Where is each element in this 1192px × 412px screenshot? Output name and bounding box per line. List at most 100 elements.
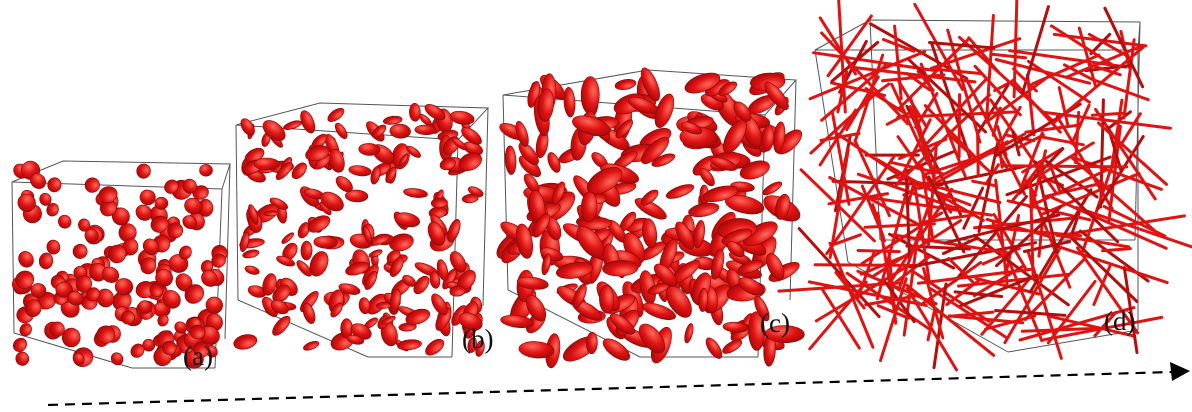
ellipsoid-particle: [738, 277, 764, 296]
rod-particle: [1051, 196, 1168, 250]
ellipsoid-particle: [698, 287, 709, 312]
disk-particle: [244, 265, 260, 275]
disk-particle: [364, 270, 378, 290]
ellipsoid-particle: [721, 228, 753, 245]
rod-particle: [807, 280, 928, 307]
rod-particle: [828, 176, 922, 227]
disk-particle: [394, 212, 420, 228]
disk-particle: [239, 231, 250, 252]
rod-particle: [1000, 105, 1022, 143]
ellipsoid-particle: [733, 101, 752, 122]
disk-particle: [413, 275, 430, 295]
sphere-particle: [192, 185, 209, 200]
sphere-particle: [142, 238, 160, 256]
rod-particle: [1012, 0, 1019, 99]
rod-particle: [1046, 280, 1097, 345]
rod-particle: [879, 277, 908, 363]
rod-particle: [1037, 141, 1095, 177]
ellipsoid-particle: [642, 302, 676, 320]
rod-particle: [943, 213, 1061, 245]
rod-particle: [1037, 220, 1044, 258]
rod-particle: [905, 283, 996, 357]
sphere-particle: [140, 257, 157, 275]
disk-particle: [380, 315, 396, 325]
rod-particle: [812, 51, 936, 72]
ellipsoid-particle: [599, 284, 615, 314]
rod-particle: [881, 38, 916, 53]
disk-particle: [467, 337, 477, 353]
sphere-particle: [12, 337, 28, 353]
sphere-particle: [86, 287, 100, 302]
disk-particle: [409, 103, 421, 122]
disk-particle: [419, 114, 432, 126]
disk-particle: [449, 251, 467, 273]
disk-particle: [345, 261, 370, 276]
disk-particle: [435, 307, 452, 331]
rod-particle: [864, 294, 917, 307]
sphere-particle: [162, 340, 177, 356]
sphere-particle: [24, 299, 42, 317]
rod-particle: [818, 16, 857, 76]
ellipsoid-particle: [580, 191, 598, 223]
sphere-particle: [46, 239, 61, 255]
rod-particle: [1122, 38, 1136, 120]
rod-particle: [1057, 86, 1070, 128]
ellipsoid-particle: [602, 338, 631, 361]
disk-particle: [233, 334, 258, 350]
rod-particle: [931, 67, 984, 76]
rod-particle: [947, 133, 994, 176]
ellipsoid-particle: [614, 79, 637, 90]
rod-particle: [1029, 149, 1047, 213]
ellipsoid-particle: [572, 283, 587, 309]
sphere-particle: [201, 270, 218, 287]
ellipsoid-particle: [665, 285, 692, 318]
rod-particle: [1012, 67, 1038, 93]
rod-particle: [1122, 266, 1139, 354]
rod-particle: [1110, 98, 1124, 170]
rod-particle: [958, 273, 1039, 308]
ellipsoid-particle: [537, 88, 555, 122]
rod-particle: [820, 31, 910, 126]
rod-particle: [909, 97, 936, 178]
rod-particle: [947, 257, 975, 284]
rod-particle: [1103, 6, 1145, 89]
rod-particle: [926, 146, 938, 247]
rod-particle: [928, 41, 996, 50]
ellipsoid-particle: [602, 260, 639, 277]
rod-particle: [1041, 135, 1085, 147]
disk-particle: [327, 107, 345, 122]
disk-particle: [449, 110, 475, 125]
sphere-particle: [162, 289, 181, 309]
sphere-particle: [155, 269, 173, 287]
rod-particle: [827, 192, 890, 206]
disk-particle: [358, 143, 381, 156]
disk-particle: [389, 288, 401, 313]
sphere-particle: [61, 327, 81, 348]
rod-particle: [967, 36, 1000, 74]
disk-particle: [397, 339, 422, 351]
ellipsoid-particle: [541, 253, 552, 276]
rod-particle: [1028, 177, 1035, 279]
rod-particle: [1090, 111, 1126, 117]
rod-particle: [912, 181, 972, 207]
disk-particle: [303, 341, 320, 351]
rod-particle: [1017, 133, 1045, 149]
disk-particle: [447, 218, 461, 243]
sphere-particle: [72, 243, 88, 259]
ellipsoid-particle: [525, 294, 547, 322]
rod-particle: [905, 286, 958, 372]
panel-label-d: (d): [1104, 306, 1136, 336]
rod-particle: [1087, 32, 1129, 58]
disk-particle: [389, 256, 404, 277]
disk-particle: [291, 162, 307, 180]
disk-particle: [242, 249, 260, 259]
rod-particle: [1023, 258, 1085, 322]
rod-particle: [896, 135, 953, 214]
rod-particle: [973, 64, 1022, 117]
sphere-particle: [49, 321, 65, 337]
rod-particle: [856, 249, 901, 254]
rod-particle: [833, 233, 862, 246]
sphere-particle: [58, 214, 72, 229]
sphere-particle: [55, 281, 73, 298]
disk-particle: [328, 148, 345, 173]
